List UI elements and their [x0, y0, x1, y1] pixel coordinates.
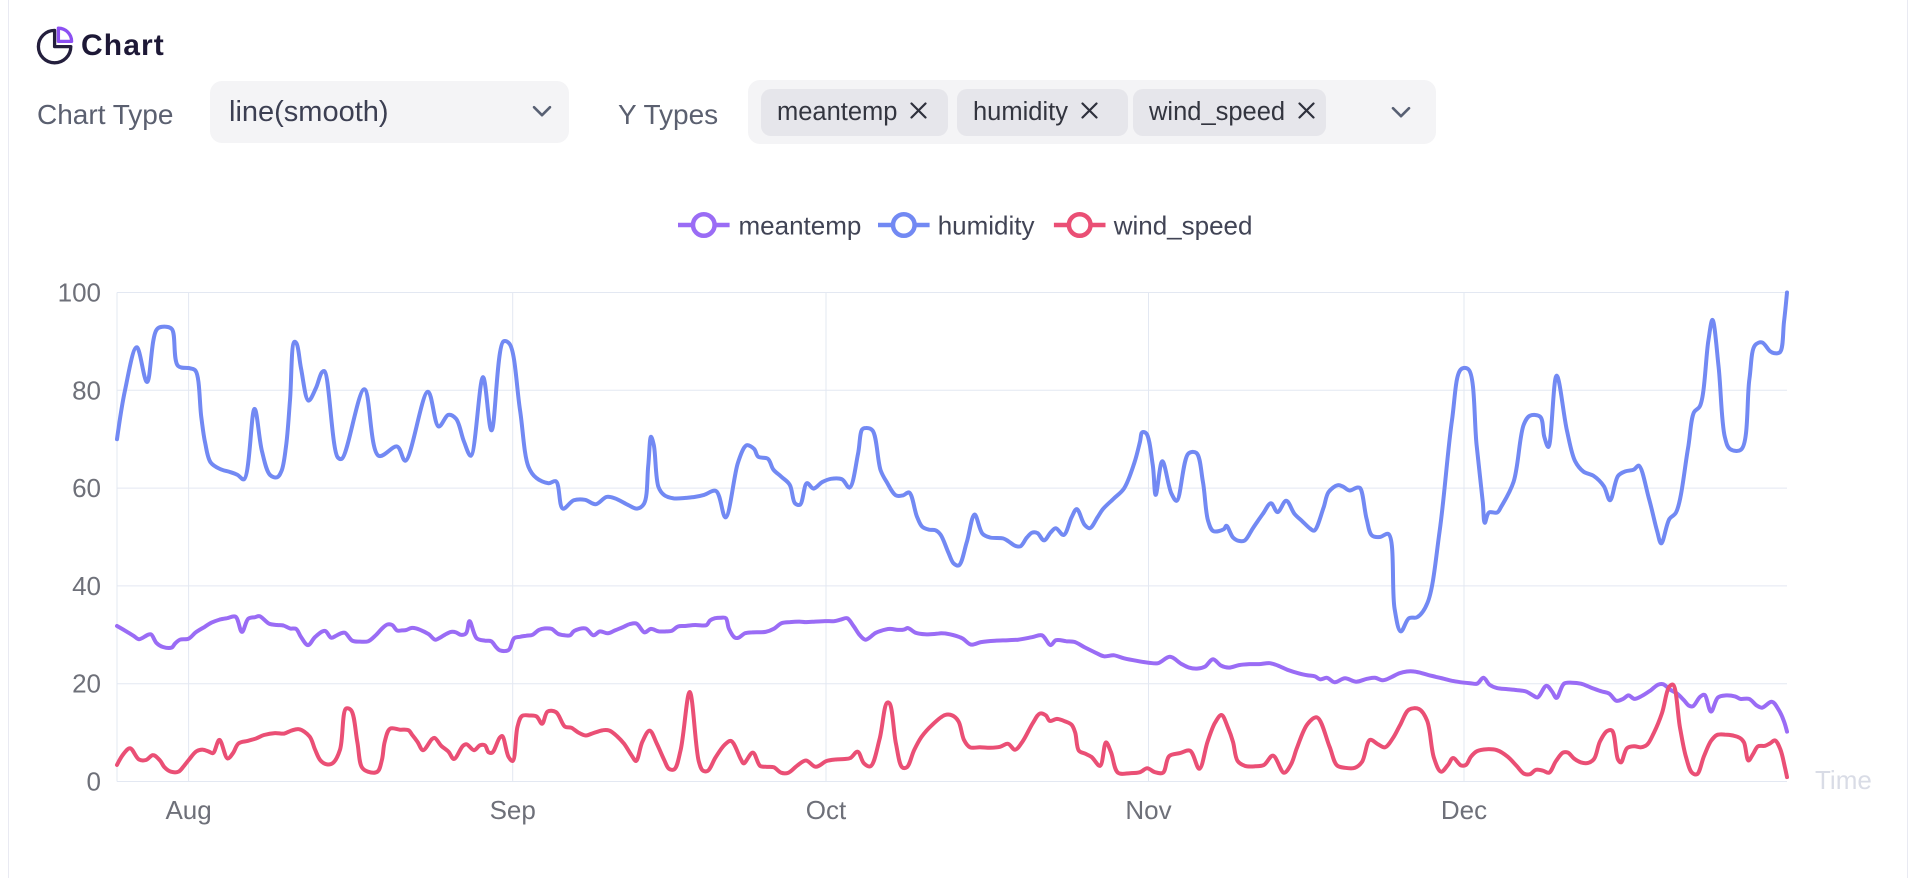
- svg-text:40: 40: [72, 571, 101, 601]
- svg-text:Dec: Dec: [1441, 795, 1487, 825]
- svg-text:wind_speed: wind_speed: [1113, 211, 1253, 241]
- svg-text:Oct: Oct: [806, 795, 847, 825]
- svg-text:humidity: humidity: [938, 211, 1035, 241]
- svg-text:Sep: Sep: [490, 795, 536, 825]
- svg-text:20: 20: [72, 669, 101, 699]
- svg-text:60: 60: [72, 473, 101, 503]
- svg-text:Time: Time: [1815, 765, 1872, 795]
- svg-text:80: 80: [72, 375, 101, 405]
- svg-text:meantemp: meantemp: [739, 211, 862, 241]
- svg-text:Nov: Nov: [1125, 795, 1171, 825]
- svg-text:100: 100: [58, 278, 101, 308]
- svg-text:0: 0: [87, 767, 101, 797]
- svg-text:Aug: Aug: [165, 795, 211, 825]
